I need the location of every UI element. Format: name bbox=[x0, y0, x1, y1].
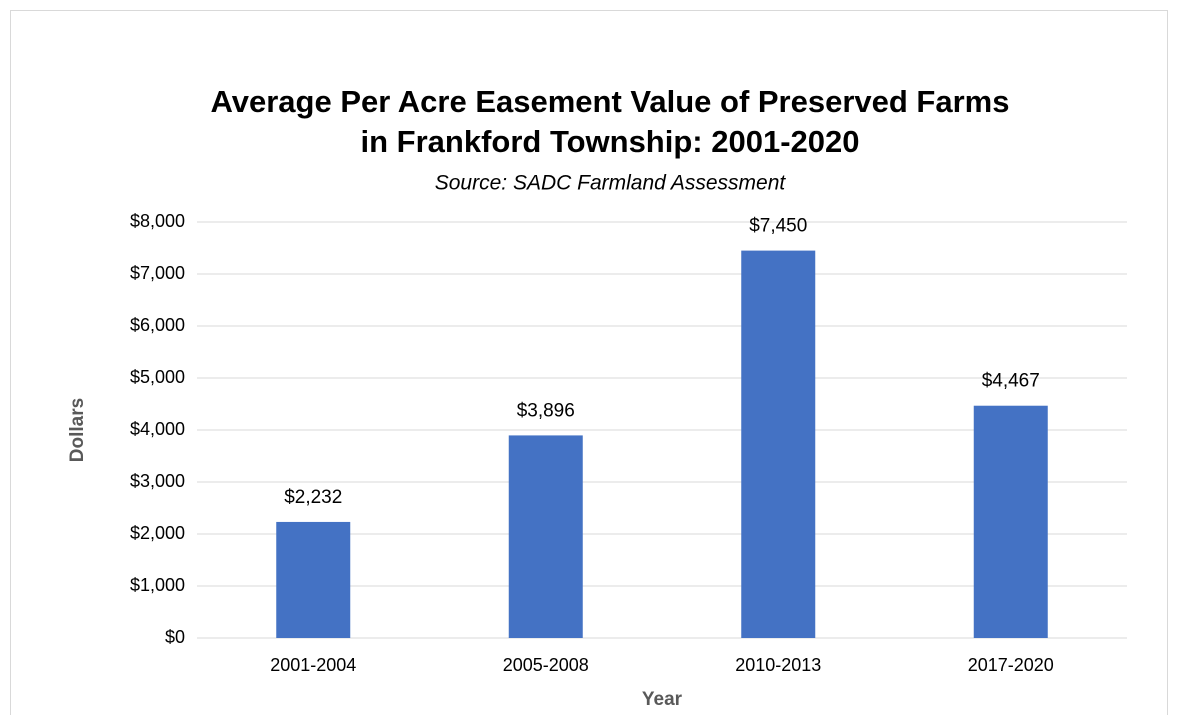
value-label: $2,232 bbox=[284, 487, 342, 508]
y-tick-label: $2,000 bbox=[130, 523, 185, 543]
x-tick-label: 2010-2013 bbox=[735, 655, 821, 675]
y-tick-label: $4,000 bbox=[130, 419, 185, 439]
chart-title: in Frankford Township: 2001-2020 bbox=[361, 124, 860, 159]
y-tick-label: $5,000 bbox=[130, 367, 185, 387]
chart-subtitle: Source: SADC Farmland Assessment bbox=[435, 172, 787, 195]
bar bbox=[276, 521, 351, 638]
bar bbox=[741, 250, 816, 638]
x-tick-label: 2005-2008 bbox=[503, 655, 589, 675]
y-axis-label: Dollars bbox=[67, 398, 88, 462]
y-tick-label: $7,000 bbox=[130, 263, 185, 283]
y-tick-label: $1,000 bbox=[130, 575, 185, 595]
x-tick-label: 2001-2004 bbox=[270, 655, 356, 675]
y-tick-label: $3,000 bbox=[130, 471, 185, 491]
y-tick-label: $6,000 bbox=[130, 315, 185, 335]
y-tick-label: $0 bbox=[165, 627, 185, 647]
bar bbox=[508, 435, 583, 638]
y-tick-label: $8,000 bbox=[130, 211, 185, 231]
bar bbox=[973, 405, 1048, 638]
x-axis-label: Year bbox=[642, 689, 683, 710]
value-label: $3,896 bbox=[517, 400, 575, 421]
chart-title: Average Per Acre Easement Value of Prese… bbox=[211, 84, 1010, 119]
value-label: $7,450 bbox=[749, 216, 807, 237]
x-tick-label: 2017-2020 bbox=[968, 655, 1054, 675]
value-label: $4,467 bbox=[982, 371, 1040, 392]
